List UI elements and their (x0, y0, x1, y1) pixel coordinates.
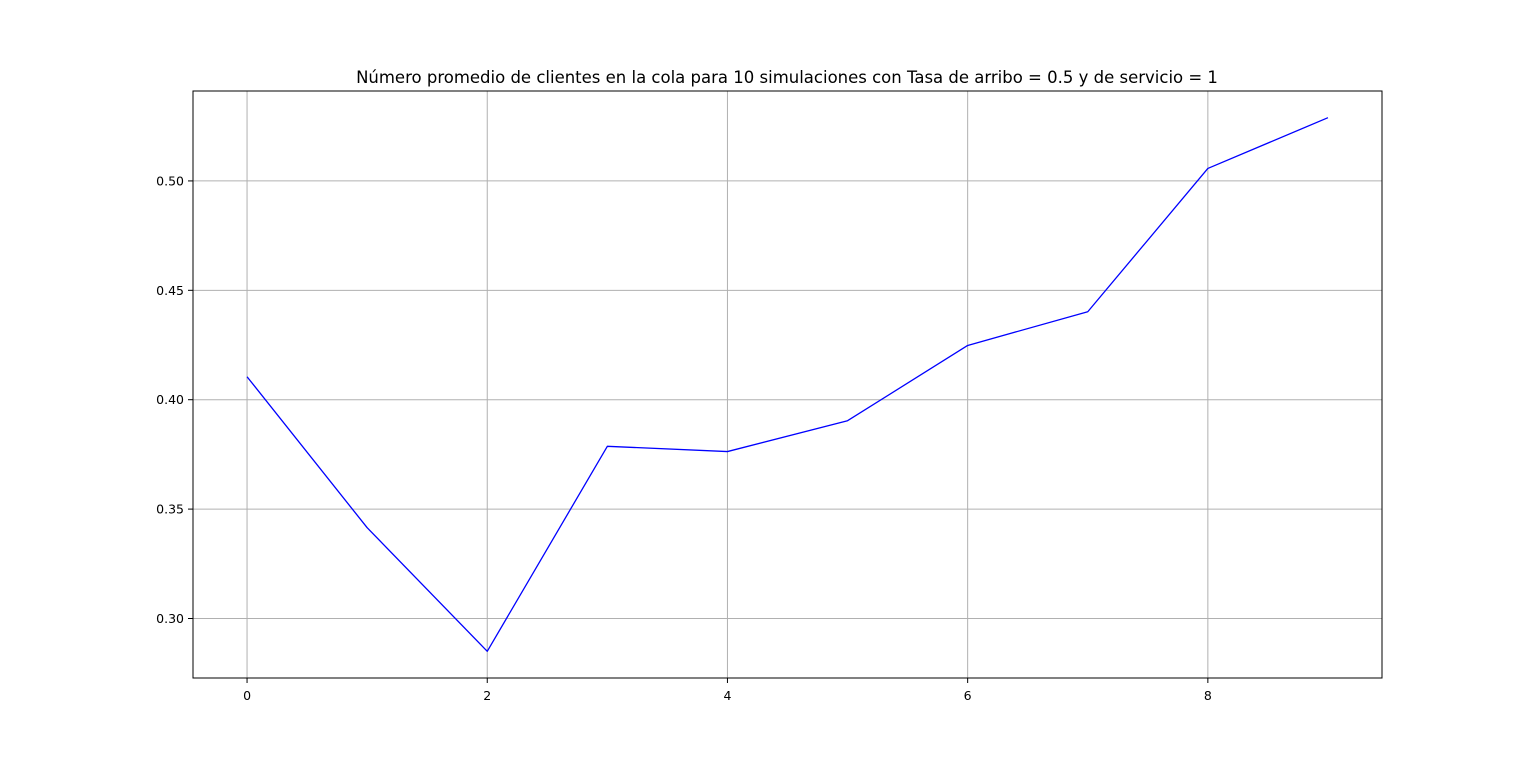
x-tick-label: 2 (483, 688, 491, 703)
series-line (246, 117, 1329, 652)
y-tick-label: 0.40 (156, 392, 184, 407)
chart-title: Número promedio de clientes en la cola p… (356, 68, 1218, 87)
axes-frame (192, 90, 1383, 679)
y-axis-ticks: 0.30 0.35 0.40 0.45 0.50 (156, 173, 193, 626)
series-layer (246, 117, 1329, 652)
x-axis-ticks: 0 2 4 6 8 (243, 678, 1212, 703)
x-tick-label: 0 (243, 688, 251, 703)
x-tick-label: 4 (723, 688, 731, 703)
y-tick-label: 0.50 (156, 173, 184, 188)
x-tick-label: 8 (1204, 688, 1212, 703)
x-tick-label: 6 (964, 688, 972, 703)
y-tick-label: 0.45 (156, 283, 184, 298)
grid-lines (193, 91, 1382, 678)
y-tick-label: 0.35 (156, 502, 184, 517)
y-tick-label: 0.30 (156, 611, 184, 626)
